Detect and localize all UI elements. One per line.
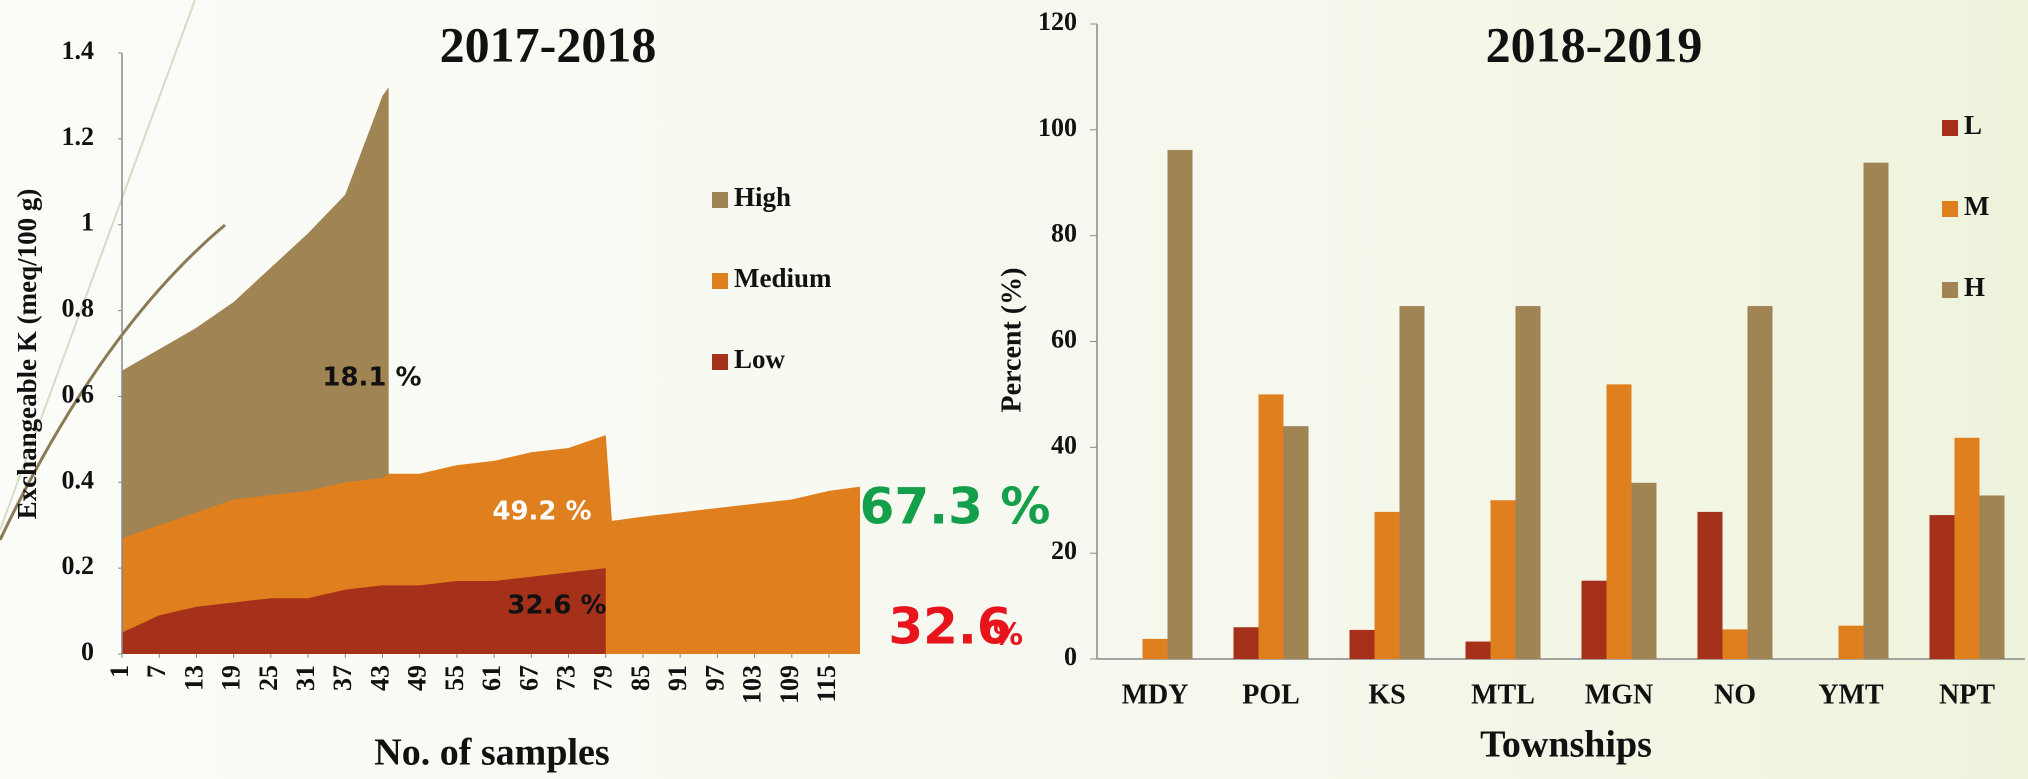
legend-swatch	[1942, 201, 1958, 217]
x-tick-label: 55	[440, 665, 469, 691]
y-tick-label: 0.8	[62, 294, 95, 323]
x-axis-label: Townships	[1480, 724, 1652, 766]
bar	[1490, 500, 1516, 659]
legend-swatch	[712, 192, 728, 208]
y-tick-label: 1	[81, 208, 94, 237]
y-axis-label: Exchangeable K (meq/100 g)	[12, 189, 42, 520]
y-tick-label: 0.4	[62, 465, 95, 494]
bar	[1838, 625, 1864, 659]
x-tick-label: NO	[1714, 679, 1756, 710]
y-tick-label: 1.4	[62, 36, 95, 65]
legend-label: Low	[734, 344, 786, 374]
bar	[1283, 426, 1309, 659]
x-tick-label: 43	[365, 665, 394, 691]
y-tick-label: 0.2	[62, 551, 95, 580]
x-tick-label: 73	[551, 665, 580, 691]
legend-label: H	[1964, 272, 1985, 302]
x-tick-label: 91	[663, 665, 692, 691]
x-tick-label: MGN	[1585, 679, 1653, 710]
x-tick-label: 85	[626, 665, 655, 691]
legend-label: M	[1964, 191, 1989, 221]
legend-label: L	[1964, 110, 1982, 140]
bar	[1863, 162, 1889, 659]
x-tick-label: 67	[514, 665, 543, 691]
bar	[1349, 629, 1375, 659]
x-tick-label: NPT	[1939, 679, 1995, 710]
bar	[1722, 629, 1748, 659]
bar	[1233, 627, 1259, 659]
x-tick-label: 1	[105, 665, 134, 678]
legend-swatch	[712, 273, 728, 289]
y-tick-label: 120	[1038, 7, 1077, 36]
y-tick-label: 1.2	[62, 122, 95, 151]
annotation: %	[993, 618, 1023, 653]
y-tick-label: 20	[1051, 536, 1077, 565]
chart-title: 2017-2018	[440, 16, 657, 72]
legend-swatch	[1942, 120, 1958, 136]
bar	[1167, 149, 1193, 660]
x-tick-label: 37	[328, 665, 357, 691]
y-tick-label: 0	[1064, 642, 1077, 671]
annotation: 32.6 %	[507, 591, 606, 621]
x-tick-label: MTL	[1471, 679, 1535, 710]
x-tick-label: 7	[142, 665, 171, 678]
x-tick-label: POL	[1242, 679, 1300, 710]
bar	[1954, 437, 1980, 659]
y-tick-label: 80	[1051, 219, 1077, 248]
bar	[1747, 306, 1773, 659]
x-tick-label: 97	[700, 665, 729, 691]
x-tick-label: 31	[291, 665, 320, 691]
bar	[1399, 306, 1425, 659]
bar	[1697, 511, 1723, 659]
decoration	[0, 0, 196, 531]
decoration	[0, 223, 226, 541]
x-tick-label: 19	[217, 665, 246, 691]
chart-title: 2018-2019	[1486, 16, 1703, 72]
y-axis-label: Percent (%)	[996, 268, 1027, 413]
x-tick-label: 115	[812, 665, 841, 703]
legend-label: High	[734, 182, 791, 212]
x-tick-label: 61	[477, 665, 506, 691]
bar	[1929, 515, 1955, 659]
x-tick-label: 79	[589, 665, 618, 691]
y-tick-label: 100	[1038, 113, 1077, 142]
bar	[1515, 306, 1541, 659]
y-tick-label: 0	[81, 637, 94, 666]
legend-label: Medium	[734, 263, 832, 293]
bar	[1631, 482, 1657, 659]
x-tick-label: 13	[179, 665, 208, 691]
bar	[1465, 641, 1491, 659]
annotation: 32.6	[888, 598, 1011, 656]
annotation: 18.1 %	[322, 363, 421, 393]
area	[122, 568, 606, 654]
bar	[1606, 384, 1632, 659]
bar	[1258, 394, 1284, 659]
bar	[1142, 638, 1168, 659]
x-tick-label: MDY	[1122, 679, 1189, 710]
legend-swatch	[1942, 282, 1958, 298]
x-axis-label: No. of samples	[374, 732, 609, 774]
legend-swatch	[712, 354, 728, 370]
x-tick-label: 109	[775, 665, 804, 704]
x-tick-label: YMT	[1818, 679, 1884, 710]
y-tick-label: 0.6	[62, 379, 95, 408]
y-tick-label: 40	[1051, 430, 1077, 459]
annotation: 49.2 %	[492, 497, 591, 527]
x-tick-label: 25	[254, 665, 283, 691]
bar	[1581, 580, 1607, 659]
bar	[1374, 511, 1400, 659]
annotation: 67.3 %	[860, 478, 1051, 536]
y-tick-label: 60	[1051, 324, 1077, 353]
x-tick-label: 103	[738, 665, 767, 704]
x-tick-label: KS	[1368, 679, 1405, 710]
x-tick-label: 49	[403, 665, 432, 691]
bar	[1979, 495, 2005, 659]
